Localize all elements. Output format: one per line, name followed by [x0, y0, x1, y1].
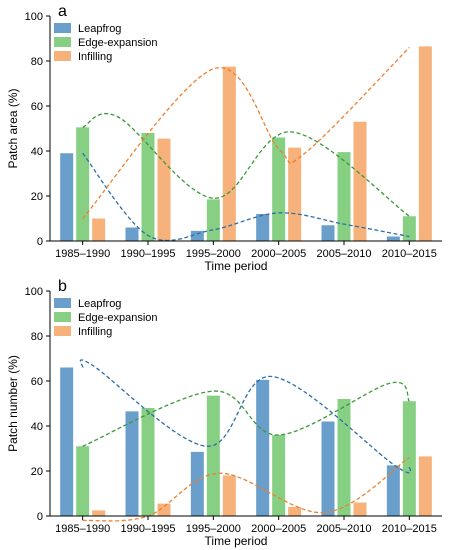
legend-label: Infilling — [78, 51, 112, 63]
trend-line-infilling — [82, 47, 410, 219]
x-tick-label: 2010–2015 — [382, 248, 437, 260]
y-tick-label: 60 — [31, 376, 43, 388]
bar — [60, 367, 74, 516]
bar — [353, 502, 367, 516]
bar-series-leapfrog — [60, 367, 400, 516]
y-axis-label: Patch area (%) — [6, 88, 20, 168]
legend-swatch — [54, 51, 71, 61]
x-tick-label: 1990–1995 — [120, 248, 175, 260]
bar-series-infilling — [92, 456, 432, 516]
bar — [157, 138, 171, 241]
y-tick-label: 0 — [37, 236, 43, 248]
legend-swatch — [54, 312, 71, 322]
legend-label: Edge-expansion — [78, 312, 158, 324]
bar — [222, 475, 236, 516]
y-tick-label: 60 — [31, 101, 43, 113]
bar — [418, 46, 432, 241]
legend-label: Edge-expansion — [78, 37, 158, 49]
y-tick-label: 100 — [25, 286, 43, 298]
bar — [288, 507, 302, 516]
trend-line-edge-expansion — [82, 112, 410, 217]
bar — [157, 503, 171, 516]
bar — [141, 133, 155, 241]
bar — [321, 225, 335, 241]
chart-panel-a: 0 20 40 60 80 100 1985–1990 1990–1995 1995–2000 2… — [6, 3, 442, 273]
trend-line-infilling — [82, 456, 410, 522]
chart-panel-b: 0 20 40 60 80 100 1985–1990 1990–1995 1995–2000 2… — [6, 278, 442, 548]
bar — [272, 435, 286, 516]
legend: Leapfrog Edge-expansion Infilling — [54, 23, 158, 63]
x-tick-label: 2005–2010 — [316, 523, 371, 535]
bar — [222, 66, 236, 241]
bar-series-leapfrog — [60, 153, 400, 241]
bar — [60, 153, 74, 241]
x-tick-label: 2000–2005 — [251, 248, 306, 260]
legend-swatch — [54, 23, 71, 33]
legend: Leapfrog Edge-expansion Infilling — [54, 298, 158, 338]
legend-swatch — [54, 326, 71, 336]
legend-label: Leapfrog — [78, 23, 121, 35]
bar — [76, 446, 90, 516]
bar — [272, 137, 286, 241]
trend-line-leapfrog — [79, 359, 412, 474]
bar-series-edge-expansion — [76, 395, 416, 516]
bar — [386, 236, 400, 241]
x-tick-label: 2000–2005 — [251, 523, 306, 535]
y-tick-label: 80 — [31, 56, 43, 68]
bar — [190, 451, 204, 516]
panel-letter: b — [58, 278, 67, 295]
x-tick-label: 1990–1995 — [120, 523, 175, 535]
x-tick-label: 1995–2000 — [186, 523, 241, 535]
legend-swatch — [54, 37, 71, 47]
bar — [256, 379, 270, 516]
legend-swatch — [54, 298, 71, 308]
x-tick-label: 2005–2010 — [316, 248, 371, 260]
trend-line-edge-expansion — [82, 381, 410, 447]
x-tick-label: 1995–2000 — [186, 248, 241, 260]
bar — [92, 510, 106, 516]
bar — [190, 230, 204, 241]
bar — [386, 465, 400, 516]
bar — [402, 216, 416, 241]
legend-label: Infilling — [78, 326, 112, 338]
bar — [125, 227, 139, 241]
bar — [76, 127, 90, 241]
legend-label: Leapfrog — [78, 298, 121, 310]
bar — [92, 218, 106, 241]
x-axis-label: Time period — [205, 534, 268, 548]
x-tick-label: 2010–2015 — [382, 523, 437, 535]
x-tick-label: 1985–1990 — [55, 248, 110, 260]
bar — [321, 421, 335, 516]
bar — [141, 408, 155, 516]
bar — [337, 152, 351, 241]
y-tick-label: 40 — [31, 421, 43, 433]
y-tick-label: 100 — [25, 11, 43, 23]
x-axis-label: Time period — [205, 259, 268, 273]
bar — [256, 214, 270, 241]
bar — [337, 399, 351, 516]
y-axis-label: Patch number (%) — [6, 355, 20, 452]
bar — [206, 395, 220, 516]
y-tick-label: 0 — [37, 511, 43, 523]
y-tick-label: 40 — [31, 146, 43, 158]
bar-series-infilling — [92, 46, 432, 241]
bar — [206, 199, 220, 241]
panel-letter: a — [58, 3, 67, 20]
y-tick-label: 20 — [31, 466, 43, 478]
x-tick-label: 1985–1990 — [55, 523, 110, 535]
bar — [125, 411, 139, 516]
bar-series-edge-expansion — [76, 127, 416, 241]
y-tick-label: 80 — [31, 331, 43, 343]
bar — [353, 121, 367, 241]
y-tick-label: 20 — [31, 191, 43, 203]
bar — [402, 401, 416, 516]
bar — [418, 456, 432, 516]
bar — [288, 147, 302, 241]
